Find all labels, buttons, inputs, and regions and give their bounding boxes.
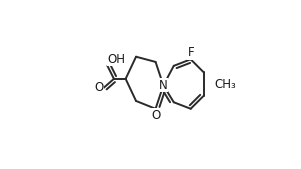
Text: CH₃: CH₃ [214, 78, 236, 91]
Text: F: F [188, 46, 194, 59]
Text: OH: OH [107, 53, 126, 66]
Text: O: O [94, 81, 104, 94]
Text: N: N [159, 79, 168, 92]
Text: O: O [151, 109, 160, 122]
